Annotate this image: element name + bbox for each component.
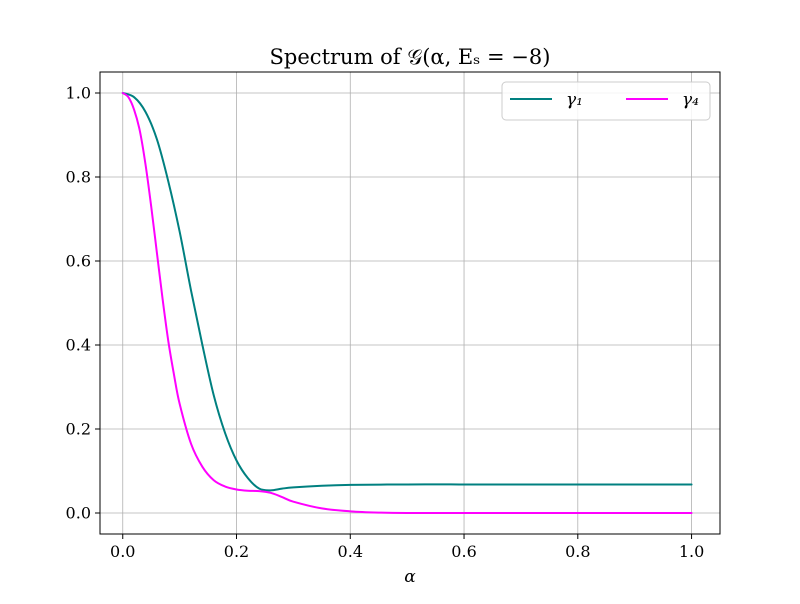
x-tick-label: 1.0: [679, 542, 704, 561]
legend: γ₁ γ₄: [502, 82, 710, 120]
x-tick-label: 0.8: [565, 542, 590, 561]
series-gamma1-line: [123, 93, 692, 490]
legend-label-gamma1: γ₁: [566, 90, 583, 110]
y-tick-label: 0.8: [66, 168, 91, 187]
series-gamma4-line: [123, 93, 692, 513]
y-tick-label: 1.0: [66, 84, 91, 103]
x-tick-label: 0.2: [224, 542, 249, 561]
y-tick-label: 0.4: [66, 336, 91, 355]
x-tick-label: 0.0: [110, 542, 135, 561]
legend-box: [502, 82, 710, 120]
y-tick-label: 0.0: [66, 504, 91, 523]
series-lines: [123, 93, 692, 513]
legend-label-gamma4: γ₄: [682, 90, 699, 110]
y-tick-label: 0.6: [66, 252, 91, 271]
chart-title: Spectrum of 𝒢(α, Eₛ = −8): [270, 45, 551, 69]
y-tick-label: 0.2: [66, 420, 91, 439]
x-tick-label: 0.4: [338, 542, 363, 561]
x-axis-label: α: [404, 567, 416, 587]
x-tick-label: 0.6: [451, 542, 476, 561]
